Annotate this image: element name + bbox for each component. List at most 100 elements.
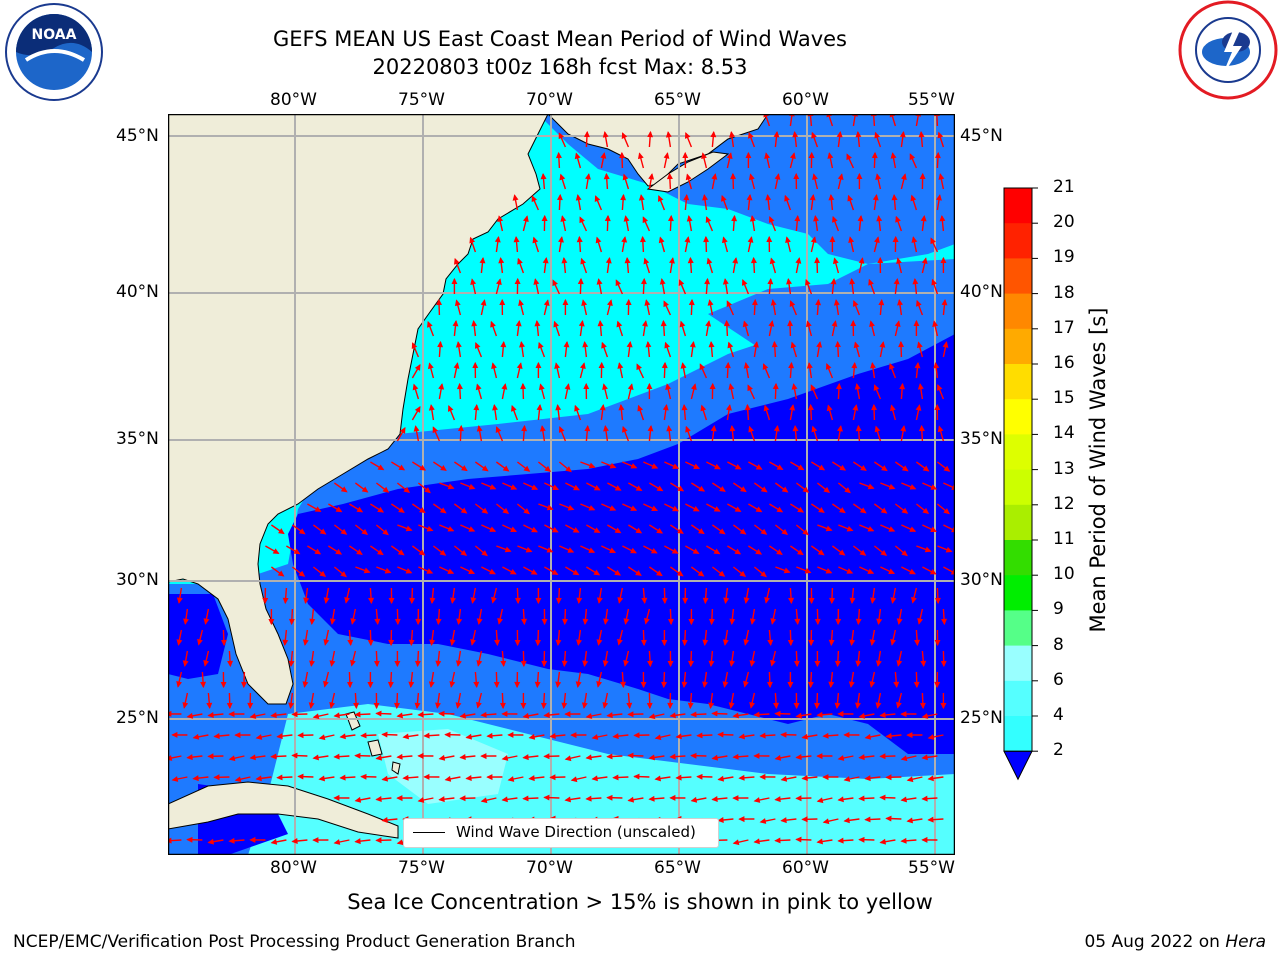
colorbar-segment <box>1004 364 1032 400</box>
wind-wave-arrowhead <box>914 361 921 369</box>
wind-wave-arrowhead <box>753 341 759 348</box>
wind-wave-arrowhead <box>457 424 464 432</box>
wind-wave-arrowhead <box>609 505 617 511</box>
wind-wave-arrowhead <box>604 214 611 222</box>
wind-wave-arrowhead <box>206 702 213 710</box>
wind-wave-arrowhead <box>751 298 758 306</box>
wind-wave-arrowhead <box>207 712 214 718</box>
wind-wave-arrowhead <box>878 298 885 306</box>
wind-wave-arrowhead <box>891 193 898 201</box>
wind-wave-arrowhead <box>276 774 283 781</box>
wind-wave-arrowhead <box>555 597 562 605</box>
wind-wave-arrowhead <box>447 526 455 532</box>
wind-wave-arrowhead <box>892 235 899 242</box>
wind-wave-arrowhead <box>354 796 362 803</box>
wind-wave-arrowhead <box>398 464 406 471</box>
wind-wave-arrowhead <box>749 215 756 222</box>
lon-label-top-5: 60°W <box>782 90 829 110</box>
wind-wave-arrowhead <box>247 702 254 710</box>
wind-wave-arrowhead <box>480 299 487 306</box>
wind-wave-arrowhead <box>814 618 821 626</box>
wind-wave-arrowhead <box>869 681 876 688</box>
wind-wave-arrowhead <box>480 711 487 718</box>
wind-wave-arrowhead <box>722 278 729 285</box>
wind-wave-arrowhead <box>711 710 718 717</box>
colorbar-tick-label: 8 <box>1053 634 1064 655</box>
wind-wave-arrowhead <box>911 236 918 243</box>
wind-wave-arrowhead <box>424 487 431 494</box>
wind-wave-arrowhead <box>627 796 635 803</box>
wind-wave-arrowhead <box>398 507 405 513</box>
wind-wave-arrowhead <box>702 639 709 647</box>
wind-wave-arrowhead <box>521 618 528 626</box>
wind-wave-arrowhead <box>228 755 236 762</box>
noaa-logo: NOAA <box>4 2 104 102</box>
wind-wave-arrowhead <box>596 597 603 604</box>
wind-wave-arrowhead <box>249 836 256 843</box>
wind-wave-arrowhead <box>743 639 750 646</box>
wind-wave-arrowhead <box>531 195 538 203</box>
wind-wave-arrowhead <box>367 682 374 689</box>
wind-wave-arrowhead <box>686 215 693 222</box>
wind-wave-arrowhead <box>556 193 563 201</box>
wind-wave-arrowhead <box>530 569 538 575</box>
wind-wave-arrowhead <box>339 733 346 740</box>
wind-wave-arrowhead <box>492 403 498 411</box>
wind-wave-arrowhead <box>647 130 654 138</box>
wind-wave-arrowhead <box>454 257 460 265</box>
wind-wave-arrowhead <box>739 570 747 578</box>
wind-wave-arrowhead <box>520 703 527 710</box>
wind-wave-arrowhead <box>771 340 778 348</box>
wind-wave-arrowhead <box>507 776 515 782</box>
wind-wave-arrowhead <box>176 639 183 646</box>
wind-wave-arrowhead <box>469 236 476 244</box>
wind-wave-arrowhead <box>630 463 638 469</box>
wind-wave-arrowhead <box>593 527 601 533</box>
wind-wave-arrowhead <box>538 383 545 391</box>
wind-wave-arrowhead <box>532 236 539 244</box>
wind-wave-arrowhead <box>837 425 843 432</box>
wind-wave-arrowhead <box>759 818 767 824</box>
wind-wave-arrowhead <box>542 256 549 264</box>
wind-wave-arrowhead <box>481 465 489 472</box>
wind-wave-arrowhead <box>909 526 917 532</box>
wind-wave-arrowhead <box>494 235 501 243</box>
lon-label-bottom-4: 65°W <box>654 858 701 878</box>
land-cuba <box>168 781 399 839</box>
wind-wave-arrowhead <box>746 193 753 201</box>
wind-wave-arrowhead <box>858 795 865 802</box>
wind-wave-arrowhead <box>864 816 871 823</box>
wind-wave-arrowhead <box>837 796 844 803</box>
wind-wave-arrowhead <box>710 130 717 138</box>
wind-wave-arrowhead <box>714 463 721 470</box>
wind-wave-arrowhead <box>932 320 939 327</box>
wind-wave-arrowhead <box>428 681 435 688</box>
wind-wave-arrowhead <box>582 340 589 348</box>
wind-wave-arrowhead <box>302 639 309 646</box>
wind-wave-arrowhead <box>755 548 763 555</box>
wind-wave-arrowhead <box>888 568 896 575</box>
wind-wave-arrowhead <box>648 713 656 720</box>
wind-wave-arrowhead <box>502 465 510 472</box>
wind-wave-arrowhead <box>869 639 876 646</box>
wind-wave-arrowhead <box>468 483 476 490</box>
lon-label-bottom-3: 70°W <box>526 858 573 878</box>
wind-wave-arrowhead <box>912 277 919 285</box>
wind-wave-arrowhead <box>641 597 648 605</box>
wind-wave-arrowhead <box>900 755 908 762</box>
wind-wave-arrowhead <box>531 484 539 490</box>
wind-wave-arrowhead <box>621 132 628 139</box>
wind-wave-arrowhead <box>361 528 369 536</box>
wind-wave-arrowhead <box>929 568 937 575</box>
wind-wave-arrowhead <box>576 597 583 605</box>
wind-wave-arrowhead <box>836 130 843 138</box>
wind-wave-arrowhead <box>767 639 774 647</box>
wind-wave-arrowhead <box>880 549 888 557</box>
wind-wave-arrowhead <box>740 486 747 493</box>
wind-wave-arrowhead <box>564 711 571 718</box>
lat-label-left-1: 45°N <box>116 126 159 146</box>
wind-wave-arrowhead <box>657 195 664 202</box>
wind-wave-arrowhead <box>645 340 652 348</box>
wind-wave-arrowhead <box>454 299 461 307</box>
wind-wave-arrowhead <box>603 424 609 432</box>
